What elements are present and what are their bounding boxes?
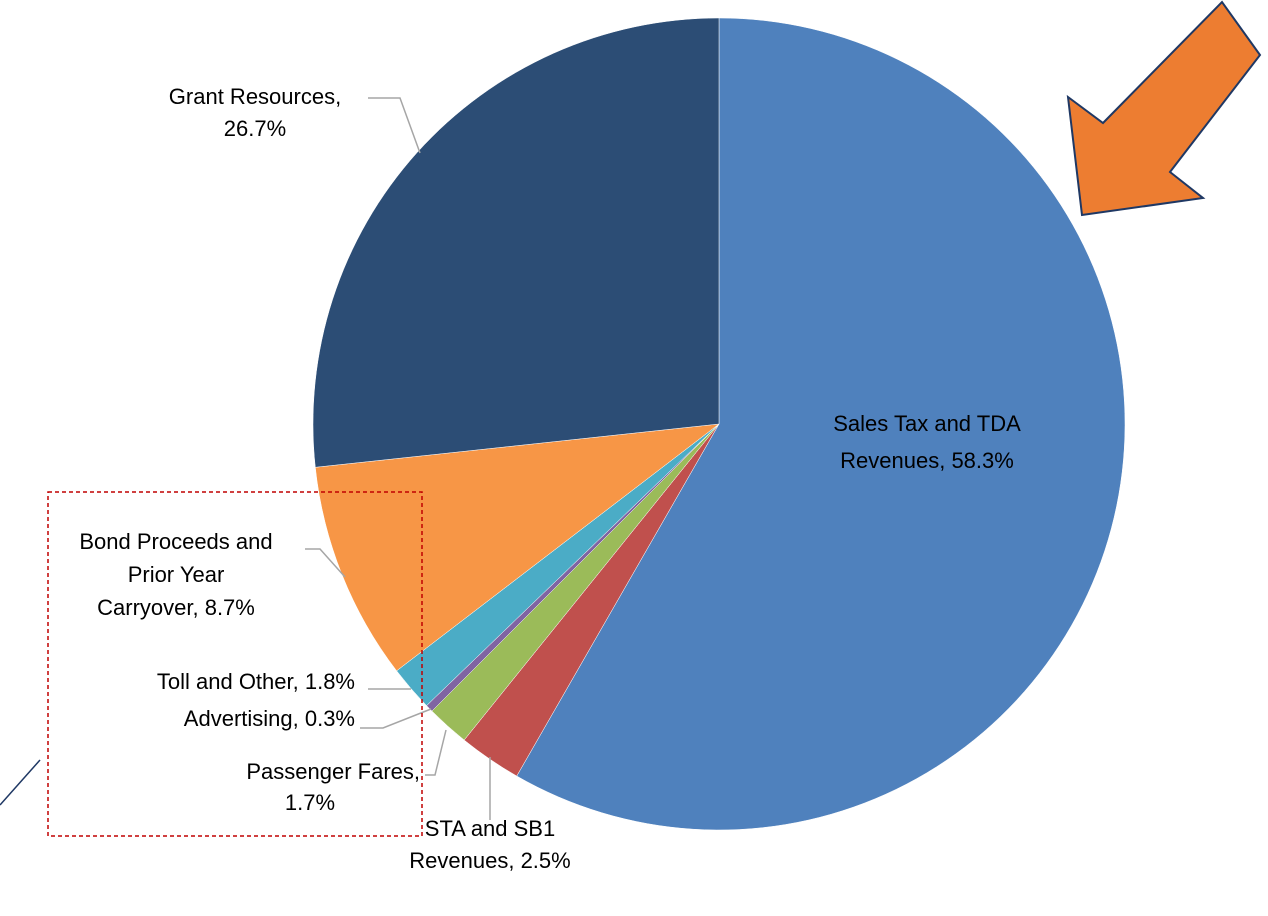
leader-line: [305, 548, 346, 578]
pointer-line: [0, 759, 41, 806]
pie-slice: [516, 17, 1126, 831]
pie-slice: [312, 17, 720, 468]
leader-line: [368, 97, 421, 154]
arrow: [1066, 0, 1262, 217]
data-label: Advertising, 0.3%: [184, 706, 355, 731]
data-label: STA and SB1: [425, 816, 555, 841]
leader-line: [360, 708, 432, 729]
data-label: Passenger Fares,: [246, 759, 420, 784]
data-label: Toll and Other, 1.8%: [157, 669, 355, 694]
highlight-box: [47, 491, 423, 837]
data-label: 26.7%: [224, 116, 286, 141]
data-label: Revenues, 2.5%: [409, 848, 570, 873]
data-label: Prior Year: [128, 562, 225, 587]
data-label: 1.7%: [285, 790, 335, 815]
data-label: Bond Proceeds and: [79, 529, 272, 554]
data-label: Carryover, 8.7%: [97, 595, 255, 620]
data-label: Grant Resources,: [169, 84, 341, 109]
data-label: Sales Tax and TDA: [833, 411, 1021, 436]
leader-line: [425, 729, 447, 776]
data-label: Revenues, 58.3%: [840, 448, 1014, 473]
pie: [312, 17, 1126, 831]
